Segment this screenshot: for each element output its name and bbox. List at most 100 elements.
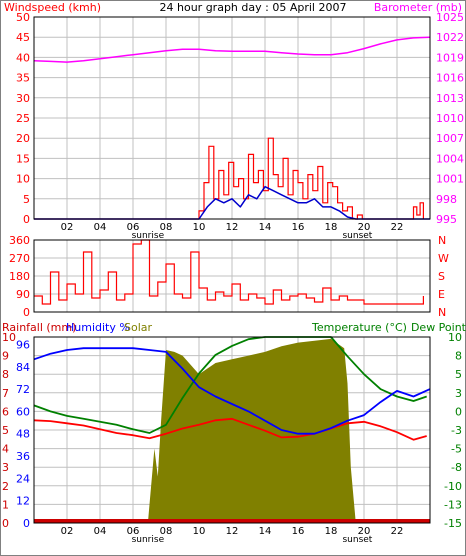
temperature-tick-label: -15 xyxy=(444,517,462,530)
temperature-tick-label: 3 xyxy=(455,387,462,400)
windspeed-tick-label: 10 xyxy=(16,173,30,186)
plot-frame xyxy=(33,239,431,313)
hour-tick-label: 10 xyxy=(193,526,206,537)
sunrise-label: sunrise xyxy=(132,535,165,545)
hour-tick-label: 08 xyxy=(160,526,173,537)
barometer-tick-label: 1019 xyxy=(436,51,464,64)
direction-tick-label: 180 xyxy=(9,270,30,283)
humidity-tick-label: 96 xyxy=(16,338,30,351)
dewpoint-series xyxy=(33,336,427,434)
sunset-label: sunset xyxy=(342,535,372,545)
hour-tick-label: 08 xyxy=(160,222,173,233)
hour-tick-label: 22 xyxy=(391,526,404,537)
barometer-tick-label: 995 xyxy=(436,213,457,226)
hour-tick-label: 16 xyxy=(292,222,305,233)
temperature-tick-label: 8 xyxy=(455,350,462,363)
frames-layer xyxy=(33,16,431,524)
series-layer xyxy=(33,36,431,523)
compass-tick-label: E xyxy=(438,288,445,301)
direction-tick-label: 0 xyxy=(23,306,30,319)
sunrise-label: sunrise xyxy=(132,231,165,241)
rainfall-tick-label: 3 xyxy=(2,461,9,474)
windspeed-axis-title: Windspeed (kmh) xyxy=(4,1,101,14)
rainfall-tick-label: 6 xyxy=(2,405,9,418)
rainfall-tick-label: 8 xyxy=(2,368,9,381)
rainfall-tick-label: 0 xyxy=(2,517,9,530)
compass-tick-label: N xyxy=(438,306,446,319)
hour-tick-label: 10 xyxy=(193,222,206,233)
windspeed-tick-label: 25 xyxy=(16,112,30,125)
barometer-tick-label: 1004 xyxy=(436,152,464,165)
wind-average-series xyxy=(34,185,430,220)
rainfall-tick-label: 2 xyxy=(2,480,9,493)
rainfall-axis-title: Rainfall (mm) xyxy=(2,321,76,334)
rainfall-tick-label: 4 xyxy=(2,443,9,456)
direction-tick-label: 270 xyxy=(9,252,30,265)
compass-tick-label: N xyxy=(438,234,446,247)
solar-axis-title: Solar xyxy=(124,321,153,334)
barometer-axis-title: Barometer (mb) xyxy=(374,1,462,14)
hour-tick-label: 16 xyxy=(292,526,305,537)
temperature-axis-title: Temperature (°C) xyxy=(311,321,407,334)
humidity-tick-label: 36 xyxy=(16,450,30,463)
windspeed-tick-label: 5 xyxy=(23,193,30,206)
wind-direction-series xyxy=(34,239,424,305)
tick-label-layer: 0510152025303540455099599810011004100710… xyxy=(2,11,464,545)
hour-tick-label: 18 xyxy=(325,526,338,537)
barometer-tick-label: 998 xyxy=(436,193,457,206)
windspeed-tick-label: 0 xyxy=(23,213,30,226)
barometer-tick-label: 1013 xyxy=(436,92,464,105)
chart-title: 24 hour graph day : 05 April 2007 xyxy=(160,1,347,14)
barometer-tick-label: 1016 xyxy=(436,72,464,85)
hour-tick-label: 12 xyxy=(226,222,239,233)
hour-tick-label: 14 xyxy=(259,222,272,233)
humidity-axis-title: Humidity % xyxy=(66,321,130,334)
barometer-tick-label: 1001 xyxy=(436,173,464,186)
temperature-tick-label: -13 xyxy=(444,498,462,511)
direction-tick-label: 360 xyxy=(9,234,30,247)
humidity-tick-label: 48 xyxy=(16,428,30,441)
windspeed-tick-label: 45 xyxy=(16,31,30,44)
temperature-tick-label: 5 xyxy=(455,368,462,381)
temperature-tick-label: 0 xyxy=(455,405,462,418)
hour-tick-label: 20 xyxy=(358,526,371,537)
solar-area xyxy=(34,338,430,523)
windspeed-tick-label: 30 xyxy=(16,92,30,105)
hour-tick-label: 06 xyxy=(127,526,140,537)
rainfall-tick-label: 5 xyxy=(2,424,9,437)
temperature-tick-label: 10 xyxy=(448,331,462,344)
plot-frame xyxy=(33,16,431,220)
humidity-tick-label: 84 xyxy=(16,361,30,374)
windspeed-tick-label: 50 xyxy=(16,11,30,24)
dewpoint-axis-title: Dew Point xyxy=(411,321,466,334)
compass-tick-label: S xyxy=(438,270,445,283)
humidity-tick-label: 12 xyxy=(16,495,30,508)
windspeed-tick-label: 40 xyxy=(16,51,30,64)
rainfall-tick-label: 7 xyxy=(2,387,9,400)
plot-frame xyxy=(33,336,431,524)
hour-tick-label: 18 xyxy=(325,222,338,233)
hour-tick-label: 12 xyxy=(226,526,239,537)
humidity-series xyxy=(33,347,431,435)
temperature-tick-label: -8 xyxy=(451,461,462,474)
humidity-tick-label: 0 xyxy=(23,517,30,530)
rainfall-tick-label: 10 xyxy=(2,331,16,344)
direction-tick-label: 90 xyxy=(16,288,30,301)
hour-tick-label: 14 xyxy=(259,526,272,537)
barometer-series xyxy=(33,36,431,63)
temperature-tick-label: -5 xyxy=(451,443,462,456)
temperature-tick-label: -3 xyxy=(451,424,462,437)
hour-tick-label: 06 xyxy=(127,222,140,233)
humidity-tick-label: 24 xyxy=(16,472,30,485)
hour-tick-label: 04 xyxy=(94,222,107,233)
barometer-tick-label: 1010 xyxy=(436,112,464,125)
hour-tick-label: 04 xyxy=(94,526,107,537)
windspeed-tick-label: 20 xyxy=(16,132,30,145)
hour-tick-label: 02 xyxy=(61,526,74,537)
rainfall-bar xyxy=(34,519,430,523)
hour-tick-label: 22 xyxy=(391,222,404,233)
temperature-series xyxy=(33,417,427,441)
windspeed-tick-label: 35 xyxy=(16,72,30,85)
